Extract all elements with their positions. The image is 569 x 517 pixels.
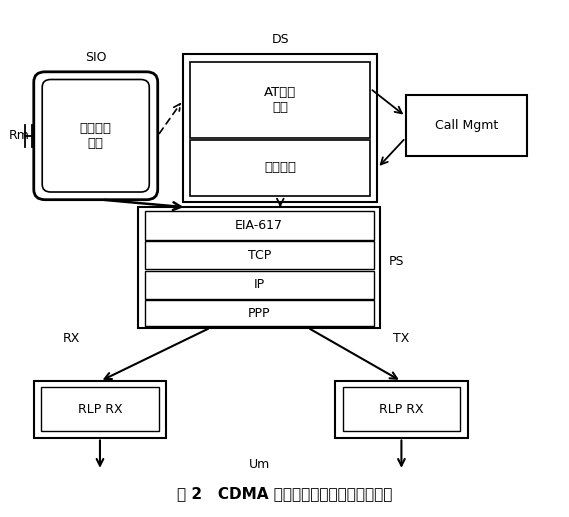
Text: DS: DS (271, 33, 289, 46)
Text: SIO: SIO (85, 51, 106, 64)
Text: AT命令
处理: AT命令 处理 (264, 86, 296, 114)
Bar (145, 271, 373, 299)
Text: PS: PS (389, 255, 404, 268)
Bar (145, 300, 373, 326)
Text: Call Mgmt: Call Mgmt (435, 119, 498, 132)
Text: Um: Um (249, 458, 270, 471)
Bar (406, 95, 527, 156)
FancyBboxPatch shape (42, 80, 149, 192)
Bar (145, 211, 373, 239)
Text: TX: TX (393, 332, 410, 345)
Text: IP: IP (254, 278, 265, 292)
Text: TCP: TCP (248, 249, 271, 262)
Text: RLP RX: RLP RX (379, 403, 424, 416)
Text: Rm: Rm (9, 129, 29, 142)
Bar (41, 387, 159, 431)
Bar (335, 381, 468, 437)
Bar (34, 381, 166, 437)
Text: RX: RX (63, 332, 80, 345)
Bar (191, 140, 370, 196)
Text: PPP: PPP (248, 307, 270, 320)
Text: 图 2   CDMA 模块内部任务调用及结构功能: 图 2 CDMA 模块内部任务调用及结构功能 (177, 486, 392, 501)
Bar (183, 54, 377, 202)
FancyBboxPatch shape (34, 72, 158, 200)
Text: EIA-617: EIA-617 (235, 219, 283, 232)
Bar (138, 207, 380, 328)
Bar (191, 62, 370, 139)
Text: RLP RX: RLP RX (77, 403, 122, 416)
Text: 数据业务: 数据业务 (264, 161, 296, 174)
Bar (343, 387, 460, 431)
Text: 数据业务
状态: 数据业务 状态 (80, 121, 112, 150)
Bar (145, 241, 373, 269)
